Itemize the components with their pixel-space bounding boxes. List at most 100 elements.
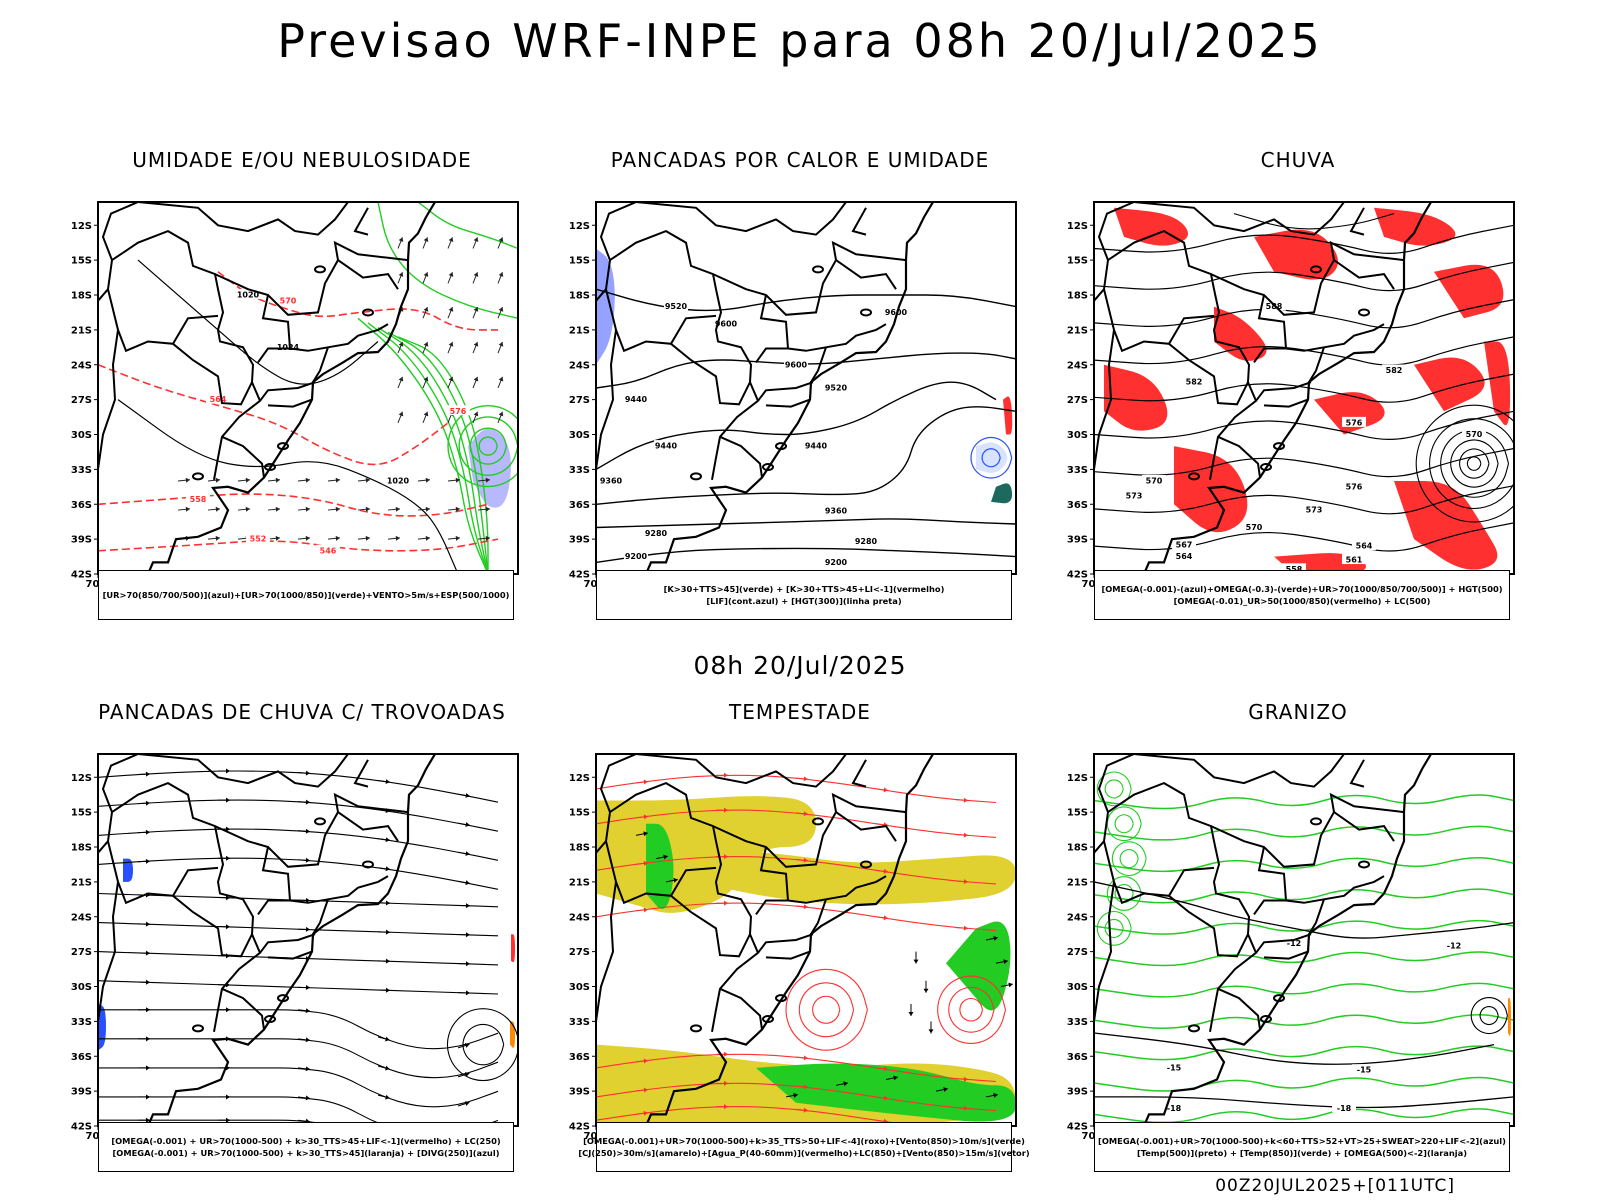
wind-vector bbox=[237, 477, 250, 483]
hgt300-contour bbox=[596, 406, 1016, 505]
streamline bbox=[98, 1009, 499, 1050]
streamline-arrow bbox=[795, 857, 808, 863]
streamline-arrow bbox=[137, 858, 151, 864]
streamline bbox=[596, 774, 997, 804]
wind-vector bbox=[935, 1087, 948, 1093]
contour-label: 1020 bbox=[237, 291, 260, 300]
contour-label: 576 bbox=[450, 407, 467, 416]
wind-vector bbox=[447, 506, 460, 512]
contour-label: 576 bbox=[1346, 418, 1363, 427]
hgt300-contour bbox=[596, 381, 997, 471]
lat-tick-label: 18S bbox=[71, 291, 92, 302]
wind-vector bbox=[397, 237, 404, 249]
lat-tick-label: 42S bbox=[1067, 570, 1088, 581]
rain-area bbox=[1374, 207, 1456, 246]
wind-vector bbox=[497, 306, 504, 319]
wind-vector bbox=[497, 341, 504, 354]
streamline-arrow bbox=[716, 854, 728, 860]
streamline-arrow bbox=[297, 857, 311, 863]
wind-vector bbox=[297, 506, 310, 512]
contour-label: -12 bbox=[1447, 941, 1461, 950]
lat-tick-label: 12S bbox=[569, 221, 590, 232]
closed-contour bbox=[1440, 429, 1510, 498]
humidity-1000-850-contour bbox=[417, 202, 518, 250]
streamline-arrow bbox=[457, 822, 470, 827]
temp850-contour bbox=[1094, 857, 1514, 873]
streamline-arrow bbox=[297, 926, 311, 932]
wind-850-area bbox=[946, 921, 1011, 1011]
lat-tick-label: 30S bbox=[1067, 430, 1088, 441]
lat-tick-label: 21S bbox=[71, 325, 92, 336]
wind-vector bbox=[422, 341, 429, 354]
streamline-arrow bbox=[875, 915, 888, 921]
streamline-arrow bbox=[457, 932, 471, 938]
streamline-arrow bbox=[795, 1084, 808, 1090]
hgt300-contour bbox=[596, 547, 1016, 564]
closed-contour bbox=[937, 975, 1007, 1044]
streamline-arrow bbox=[377, 866, 390, 872]
closed-contour bbox=[1114, 814, 1134, 834]
wind-vector bbox=[417, 477, 430, 483]
streamline-arrow bbox=[377, 779, 390, 785]
closed-contour bbox=[1104, 918, 1124, 938]
lat-tick-label: 18S bbox=[569, 291, 590, 302]
hgt500-contour bbox=[1094, 336, 1514, 366]
closed-contour bbox=[1459, 448, 1490, 479]
contour-label: 573 bbox=[1306, 506, 1323, 515]
hgt500-contour bbox=[1233, 213, 1395, 230]
contour-label: 558 bbox=[1286, 565, 1303, 574]
map-granizo: -12 -12 -15 -15 -18 -18 12S 15S 18S 21S 24S 27S 30S 3… bbox=[1067, 753, 1515, 1142]
lat-tick-label: 42S bbox=[71, 1122, 92, 1133]
wind-vector bbox=[835, 1081, 848, 1087]
streamline-arrow bbox=[297, 1095, 310, 1101]
map-trovoadas: 12S15S18S21S24S27S30S33S36S39S42S70W65W6… bbox=[71, 753, 519, 1142]
contour-label: -18 bbox=[1167, 1104, 1182, 1113]
closed-contour bbox=[1429, 418, 1514, 510]
panel-title: UMIDADE E/OU NEBULOSIDADE bbox=[132, 148, 472, 172]
lat-tick-label: 30S bbox=[569, 430, 590, 441]
lat-tick-label: 24S bbox=[1067, 360, 1088, 371]
wind-vector bbox=[913, 951, 919, 964]
wind-vector bbox=[327, 506, 340, 512]
wind-vector bbox=[477, 506, 490, 512]
streamline-arrow bbox=[377, 1036, 390, 1042]
lif-area bbox=[596, 248, 615, 365]
streamline-arrow bbox=[137, 771, 151, 777]
panel-tempestade: TEMPESTADE 12S 15S 18S 21S 24S 27S 30S 33S 36S 39S… bbox=[560, 700, 1040, 1180]
hgt500-contour bbox=[1094, 299, 1514, 329]
lat-tick-label: 39S bbox=[71, 535, 92, 546]
rain-area bbox=[1484, 341, 1511, 426]
legend-line: [OMEGA(-0.001)+UR>70(1000-500)+k<60+TTS>… bbox=[1098, 1136, 1506, 1146]
streamline bbox=[98, 799, 499, 832]
wind-vector bbox=[447, 341, 454, 354]
temp850-contour bbox=[1094, 825, 1514, 841]
wind-vector bbox=[785, 1092, 798, 1098]
wind-vector bbox=[397, 272, 404, 284]
wind-vector bbox=[985, 1092, 998, 1098]
streamline-arrow bbox=[377, 837, 390, 843]
contour-label: 9360 bbox=[825, 507, 848, 516]
streamline-arrow bbox=[875, 1066, 888, 1072]
wind-vector bbox=[447, 477, 460, 483]
lat-tick-label: 33S bbox=[1067, 1017, 1088, 1028]
thickness-contour bbox=[217, 271, 498, 331]
lat-tick-label: 12S bbox=[1067, 221, 1088, 232]
lat-tick-label: 39S bbox=[569, 535, 590, 546]
closed-contour bbox=[1415, 404, 1514, 523]
temp500-contour bbox=[1094, 1032, 1495, 1065]
rain-area bbox=[1114, 207, 1188, 246]
basemap bbox=[1094, 202, 1432, 574]
closed-contour bbox=[469, 427, 508, 465]
contour-label: 582 bbox=[1186, 378, 1203, 387]
streamline-arrow bbox=[457, 1101, 470, 1107]
hgt500-contour bbox=[1094, 447, 1514, 478]
closed-contour bbox=[462, 1023, 505, 1066]
temp850-contour bbox=[1094, 951, 1514, 967]
streamline-arrow bbox=[377, 1065, 390, 1071]
wind-vector bbox=[497, 376, 504, 389]
closed-contour bbox=[948, 986, 995, 1033]
wind-vector bbox=[665, 877, 678, 883]
streamline-arrow bbox=[875, 787, 888, 793]
contour-label: 567 bbox=[1176, 540, 1193, 549]
streamline-arrow bbox=[137, 979, 151, 985]
